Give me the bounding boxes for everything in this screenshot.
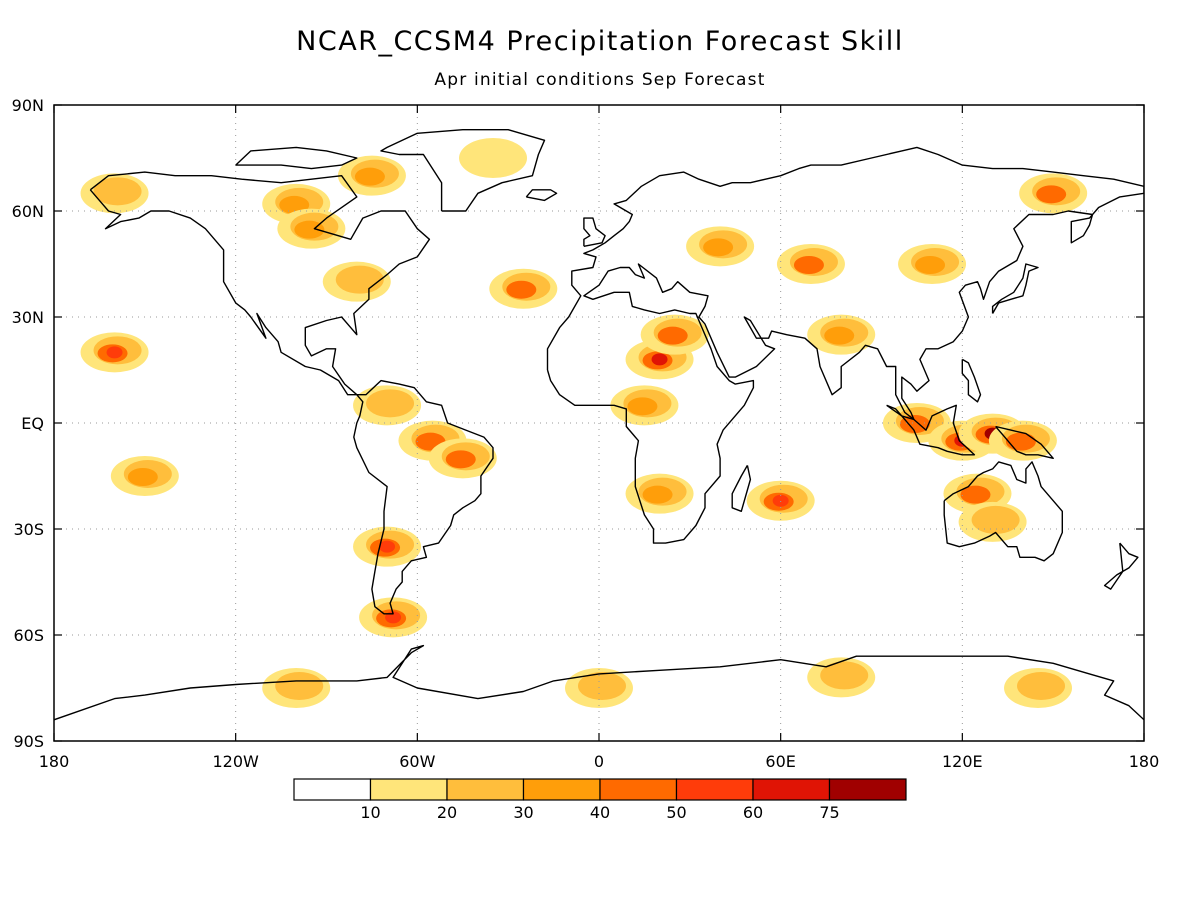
skill-region (1019, 173, 1088, 214)
legend-label: 20 (437, 803, 457, 822)
iceland-coastline (525, 189, 558, 202)
skill-region (610, 385, 679, 426)
lon-tick-label: 120E (942, 752, 983, 771)
indonesia-coastline (886, 404, 976, 456)
legend-swatch (752, 778, 831, 801)
north-america-coastline (89, 171, 431, 396)
skill-region (110, 456, 179, 496)
skill-region (807, 314, 876, 355)
skill-region (277, 208, 346, 249)
legend-swatch (828, 778, 907, 801)
lat-tick-label: 60S (13, 626, 44, 645)
lon-tick-label: 180 (39, 752, 70, 771)
skill-region (337, 155, 406, 196)
lat-tick-label: EQ (21, 414, 44, 433)
new-guinea-coastline (995, 425, 1054, 459)
chart-subtitle: Apr initial conditions Sep Forecast (434, 70, 766, 90)
skill-region (565, 668, 633, 708)
legend-swatch (293, 778, 372, 801)
lon-tick-label: 180 (1129, 752, 1160, 771)
skill-region (322, 261, 391, 302)
skill-region (80, 173, 149, 214)
skill-region (459, 138, 528, 178)
legend-label: 50 (666, 803, 686, 822)
legend-swatch (522, 778, 601, 801)
new-zealand-coastline (1103, 542, 1139, 590)
skill-region (958, 501, 1027, 542)
skill-region (807, 657, 876, 698)
lat-tick-label: 90S (13, 732, 44, 751)
arctic-islands-coastline (235, 146, 358, 170)
skill-region (353, 526, 422, 567)
skill-region (988, 420, 1057, 461)
colorbar-legend: 10 20 30 40 50 60 75 (293, 778, 907, 822)
graticule (54, 105, 1144, 741)
lon-tick-label: 0 (594, 752, 604, 771)
skill-region (80, 332, 149, 373)
south-america-coastline (353, 379, 494, 615)
africa-eurasia-coastline (546, 146, 1144, 544)
legend-label: 30 (513, 803, 533, 822)
lat-tick-label: 60N (12, 202, 44, 221)
legend-swatch (369, 778, 448, 801)
skill-region (353, 385, 422, 426)
lat-tick-label: 30N (12, 308, 44, 327)
australia-coastline (943, 461, 1064, 562)
skill-region (746, 480, 815, 521)
legend-swatch (675, 778, 754, 801)
skill-region (262, 668, 331, 708)
skill-region (943, 473, 1012, 514)
philippines-coastline (961, 358, 982, 403)
lon-tick-label: 120W (212, 752, 259, 771)
chart-title: NCAR_CCSM4 Precipitation Forecast Skill (296, 26, 904, 57)
legend-label: 60 (743, 803, 763, 822)
lat-tick-label: 90N (12, 96, 44, 115)
skill-region (489, 268, 558, 309)
skill-region (640, 314, 709, 355)
greenland-coastline (380, 128, 546, 212)
legend-swatch (599, 778, 678, 801)
skill-region (898, 244, 967, 284)
lon-tick-label: 60E (765, 752, 795, 771)
legend-label: 40 (590, 803, 610, 822)
lat-tick-label: 30S (13, 520, 44, 539)
legend-label: 10 (360, 803, 380, 822)
uk-coastline (583, 217, 606, 247)
lon-tick-label: 60W (399, 752, 435, 771)
skill-region (625, 473, 694, 514)
japan-coastline (991, 263, 1039, 314)
madagascar-coastline (731, 465, 752, 512)
coastlines (54, 128, 1144, 721)
skill-region (428, 438, 497, 479)
legend-label: 75 (819, 803, 839, 822)
legend-swatch (446, 778, 525, 801)
antarctica-coastline (54, 644, 1144, 721)
skill-region (686, 226, 755, 267)
skill-region (1004, 668, 1073, 708)
skill-region (776, 244, 845, 284)
